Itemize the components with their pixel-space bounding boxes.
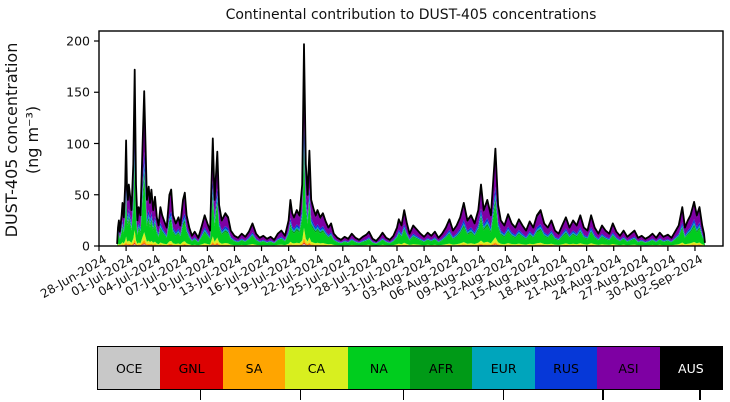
y-tick-label: 200 (66, 33, 90, 49)
legend-label: NA (369, 360, 388, 376)
legend-item-gnl: GNL (160, 347, 223, 389)
legend-item-sa: SA (222, 347, 286, 389)
legend-label: OCE (115, 360, 143, 376)
legend-tick (502, 389, 504, 400)
legend-tick (402, 389, 405, 400)
stack-area-afr (117, 148, 705, 246)
stack-area-asi (117, 58, 705, 245)
y-tick-label: 0 (82, 238, 90, 254)
legend-label: CA (307, 360, 326, 376)
total-line (116, 43, 706, 244)
stack-area-aus (117, 44, 705, 245)
stack-area-sa (117, 237, 705, 246)
legend-label: AUS (678, 360, 704, 376)
legend-item-asi: ASI (597, 347, 660, 389)
y-tick-label: 150 (66, 84, 90, 100)
axes-border (98, 30, 724, 247)
legend-label: EUR (490, 360, 517, 376)
stack-area-na (117, 159, 705, 246)
legend-item-oce: OCE (98, 347, 161, 389)
legend: OCE GNL SA CA NA AFR EUR RUS ASI AUS (97, 346, 723, 390)
stack-area-eur (117, 138, 705, 245)
chart-title: Continental contribution to DUST-405 con… (225, 7, 597, 23)
legend-label: RUS (553, 360, 579, 376)
legend-label: ASI (618, 360, 639, 376)
legend-item-aus: AUS (659, 347, 723, 389)
legend-item-eur: EUR (472, 347, 535, 389)
legend-tick (602, 389, 604, 400)
legend-label: GNL (178, 360, 205, 376)
legend-item-ca: CA (285, 347, 348, 389)
legend-tick (699, 389, 701, 400)
legend-item-rus: RUS (534, 347, 598, 389)
stack-area-ca (117, 227, 705, 246)
legend-label: AFR (429, 360, 454, 376)
legend-item-afr: AFR (410, 347, 473, 389)
legend-label: SA (245, 360, 263, 376)
legend-axis-ticks (97, 389, 724, 402)
stack-area-rus (117, 122, 705, 245)
legend-item-na: NA (347, 347, 411, 389)
y-tick-label: 100 (66, 136, 90, 151)
legend-tick (200, 389, 202, 400)
y-tick-label: 50 (74, 187, 90, 203)
legend-tick (299, 389, 302, 400)
